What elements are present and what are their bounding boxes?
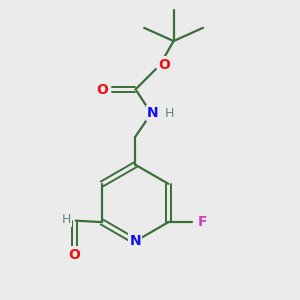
Text: H: H xyxy=(61,213,71,226)
Text: O: O xyxy=(96,82,108,97)
Text: F: F xyxy=(197,215,207,229)
Text: O: O xyxy=(158,58,170,72)
Text: H: H xyxy=(165,107,174,120)
Text: N: N xyxy=(130,234,141,248)
Text: N: N xyxy=(147,106,159,120)
Text: O: O xyxy=(68,248,80,262)
